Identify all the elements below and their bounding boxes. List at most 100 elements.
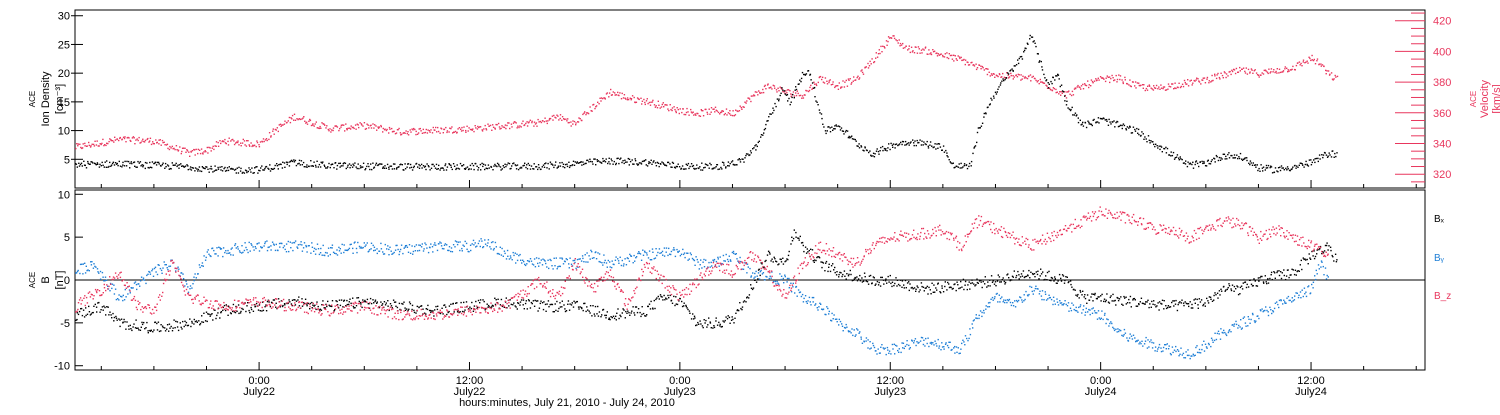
by-point <box>876 353 877 354</box>
velocity-point <box>663 106 664 107</box>
bx-point <box>441 308 442 309</box>
ion-density-point <box>528 163 529 164</box>
ion-density-point <box>609 163 610 164</box>
by-point <box>244 250 245 251</box>
bx-point <box>879 282 880 283</box>
velocity-point <box>521 126 522 127</box>
velocity-point <box>915 47 916 48</box>
bx-point <box>539 308 540 309</box>
bx-point <box>432 310 433 311</box>
velocity-point <box>1106 78 1107 79</box>
by-point <box>432 251 433 252</box>
ion-density-point <box>293 159 294 160</box>
bx-point <box>77 312 78 313</box>
ion-density-point <box>126 161 127 162</box>
by-point <box>723 255 724 256</box>
velocity-point <box>647 98 648 99</box>
ion-density-point <box>181 166 182 167</box>
by-point <box>466 243 467 244</box>
velocity-point <box>501 125 502 126</box>
velocity-point <box>1312 59 1313 60</box>
bx-point <box>1237 286 1238 287</box>
velocity-point <box>1090 85 1091 86</box>
by-point <box>637 253 638 254</box>
by-point <box>1060 302 1061 303</box>
bx-point <box>162 326 163 327</box>
ion-density-point <box>791 97 792 98</box>
ion-density-point <box>536 166 537 167</box>
bx-point <box>488 305 489 306</box>
by-point <box>235 243 236 244</box>
velocity-point <box>1046 86 1047 87</box>
bx-point <box>464 309 465 310</box>
bx-point <box>769 252 770 253</box>
by-point <box>801 296 802 297</box>
by-point <box>690 252 691 253</box>
bx-point <box>123 319 124 320</box>
ion-density-point <box>942 150 943 151</box>
velocity-point <box>1034 78 1035 79</box>
bx-point <box>1266 283 1267 284</box>
velocity-point <box>723 111 724 112</box>
ion-density-point <box>413 167 414 168</box>
ion-density-point <box>701 163 702 164</box>
velocity-point <box>1271 68 1272 69</box>
bx-point <box>1067 277 1068 278</box>
velocity-point <box>280 126 281 127</box>
ion-density-point <box>99 164 100 165</box>
ion-density-point <box>538 164 539 165</box>
ion-density-point <box>210 166 211 167</box>
velocity-point <box>372 123 373 124</box>
velocity-point <box>1300 63 1301 64</box>
bx-point <box>1062 274 1063 275</box>
by-point <box>960 349 961 350</box>
by-point <box>714 259 715 260</box>
bx-point <box>212 319 213 320</box>
ion-density-point <box>1138 129 1139 130</box>
by-point <box>897 350 898 351</box>
velocity-point <box>88 142 89 143</box>
bx-point <box>312 305 313 306</box>
bx-point <box>854 278 855 279</box>
bx-point <box>958 288 959 289</box>
velocity-point <box>1307 61 1308 62</box>
ion-density-point <box>659 166 660 167</box>
by-point <box>655 248 656 249</box>
by-point <box>202 262 203 263</box>
velocity-point <box>94 141 95 142</box>
velocity-point <box>525 123 526 124</box>
by-point <box>279 246 280 247</box>
by-point <box>890 353 891 354</box>
by-point <box>330 254 331 255</box>
velocity-point <box>1292 66 1293 67</box>
ion-density-point <box>678 164 679 165</box>
ion-density-point <box>802 72 803 73</box>
velocity-point <box>451 126 452 127</box>
ion-density-point <box>685 168 686 169</box>
by-point <box>633 262 634 263</box>
bx-point <box>1138 304 1139 305</box>
velocity-point <box>802 95 803 96</box>
velocity-point <box>728 112 729 113</box>
bx-point <box>615 316 616 317</box>
ion-density-point <box>688 168 689 169</box>
velocity-point <box>1262 72 1263 73</box>
bx-point <box>222 310 223 311</box>
bx-point <box>857 280 858 281</box>
bx-point <box>1330 247 1331 248</box>
velocity-point <box>374 124 375 125</box>
ion-density-point <box>819 112 820 113</box>
ion-density-point <box>880 147 881 148</box>
bx-point <box>741 309 742 310</box>
velocity-point <box>517 126 518 127</box>
by-point <box>1041 299 1042 300</box>
velocity-point <box>408 134 409 135</box>
by-point <box>902 347 903 348</box>
by-point <box>93 268 94 269</box>
by-point <box>104 280 105 281</box>
bx-point <box>1193 299 1194 300</box>
ion-density-point <box>977 132 978 133</box>
ion-density-point <box>294 161 295 162</box>
ion-density-point <box>1184 162 1185 163</box>
by-point <box>230 254 231 255</box>
